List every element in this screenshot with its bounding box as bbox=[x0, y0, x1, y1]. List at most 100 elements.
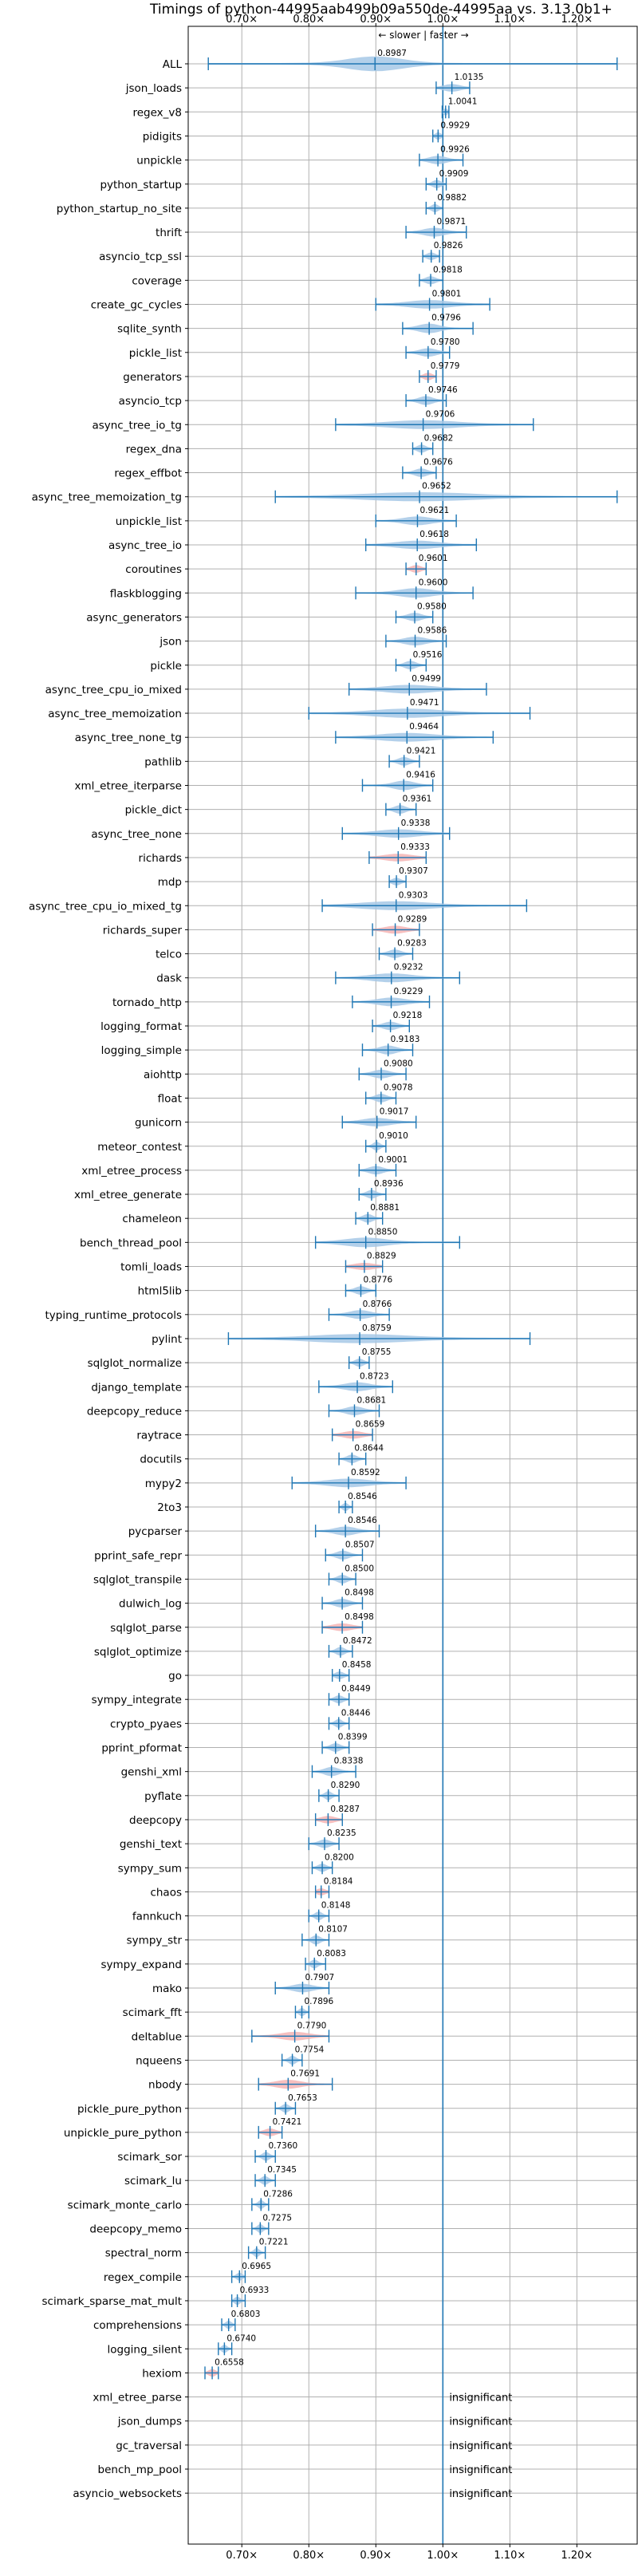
value-label: 0.9796 bbox=[431, 314, 461, 323]
benchmark-label: flaskblogging bbox=[110, 587, 182, 600]
value-label: 0.9909 bbox=[439, 169, 469, 179]
value-label: 0.8083 bbox=[317, 1949, 346, 1959]
value-label: 0.8592 bbox=[351, 1468, 380, 1477]
benchmark-label: logging_silent bbox=[108, 2343, 182, 2356]
value-label: 0.9464 bbox=[409, 722, 439, 732]
value-label: 0.9580 bbox=[417, 602, 447, 611]
value-label: 0.9652 bbox=[422, 482, 451, 491]
benchmark-label: json bbox=[159, 636, 182, 649]
benchmark-label: spectral_norm bbox=[105, 2247, 182, 2260]
benchmark-label: chaos bbox=[150, 1886, 182, 1899]
benchmark-label: richards bbox=[139, 852, 182, 865]
tick-layer: 0.70× 0.70× 0.80× 0.80× 0.90× 0.90× 1.00× 1.00×… bbox=[185, 14, 593, 2562]
value-label: 1.0135 bbox=[455, 73, 484, 82]
benchmark-label: sympy_str bbox=[127, 1935, 183, 1947]
benchmark-label: regex_v8 bbox=[132, 106, 182, 119]
benchmark-label: dask bbox=[156, 972, 182, 985]
value-label: 0.8498 bbox=[345, 1612, 374, 1622]
benchmark-label: async_tree_memoization_tg bbox=[32, 491, 182, 504]
x-tick-label-bottom: 1.00× bbox=[427, 2550, 459, 2562]
benchmark-label: bench_thread_pool bbox=[80, 1237, 182, 1249]
benchmark-label: deepcopy_memo bbox=[89, 2223, 182, 2236]
value-label: 0.9001 bbox=[378, 1155, 408, 1165]
insignificant-label: insignificant bbox=[449, 2393, 512, 2404]
value-label: 0.9826 bbox=[434, 241, 463, 250]
x-tick-label-top: 1.00× bbox=[427, 14, 459, 26]
x-tick-label-bottom: 1.10× bbox=[494, 2550, 526, 2562]
benchmark-label: raytrace bbox=[136, 1430, 182, 1442]
benchmark-label: asyncio_tcp_ssl bbox=[99, 250, 182, 263]
benchmark-label: sqlglot_optimize bbox=[94, 1646, 182, 1659]
benchmark-label: async_tree_memoization bbox=[48, 708, 182, 720]
value-label: 0.8644 bbox=[354, 1444, 384, 1454]
benchmark-label: nbody bbox=[148, 2079, 182, 2092]
value-label: 0.9499 bbox=[412, 674, 441, 684]
benchmark-label: bench_mp_pool bbox=[98, 2464, 182, 2476]
benchmark-label: ALL bbox=[163, 58, 183, 71]
value-label: 0.9017 bbox=[380, 1107, 409, 1117]
benchmark-label: create_gc_cycles bbox=[91, 299, 182, 312]
value-label: 0.9307 bbox=[399, 866, 428, 876]
value-label: 0.8107 bbox=[318, 1925, 348, 1935]
benchmark-label: xml_etree_iterparse bbox=[75, 780, 183, 793]
benchmark-label: 2to3 bbox=[157, 1501, 182, 1514]
benchmark-label: deltablue bbox=[132, 2030, 182, 2043]
value-label: 0.8498 bbox=[345, 1588, 374, 1598]
value-label: 0.9676 bbox=[423, 458, 453, 467]
benchmark-label: pylint bbox=[152, 1333, 182, 1346]
insignificant-label: insignificant bbox=[449, 2488, 512, 2500]
chart-subtitle: ← slower | faster → bbox=[378, 30, 468, 41]
benchmark-label: asyncio_tcp bbox=[119, 395, 182, 408]
benchmark-label: regex_effbot bbox=[114, 467, 182, 480]
benchmark-label: pickle_dict bbox=[125, 804, 182, 817]
benchmark-label: chameleon bbox=[122, 1213, 182, 1225]
benchmark-label: unpickle_list bbox=[116, 515, 182, 528]
value-label: 0.8936 bbox=[374, 1179, 404, 1189]
benchmark-label: pickle_pure_python bbox=[77, 2103, 182, 2116]
value-label: 0.9818 bbox=[433, 265, 463, 274]
value-label: 0.9416 bbox=[406, 771, 435, 780]
insignificant-label: insignificant bbox=[449, 2464, 512, 2476]
value-label: 0.9078 bbox=[384, 1083, 413, 1092]
value-label: 0.9779 bbox=[431, 361, 460, 371]
value-label: 0.7421 bbox=[273, 2117, 302, 2127]
benchmark-label: genshi_xml bbox=[121, 1766, 182, 1779]
value-label: 0.9871 bbox=[436, 217, 466, 227]
benchmark-label: scimark_lu bbox=[124, 2175, 182, 2187]
benchmark-label: pidigits bbox=[143, 130, 182, 143]
benchmark-label: scimark_fft bbox=[123, 2006, 182, 2019]
x-tick-label-top: 0.80× bbox=[293, 14, 325, 26]
benchmark-label: tomli_loads bbox=[120, 1261, 182, 1274]
benchmark-label: scimark_monte_carlo bbox=[68, 2199, 182, 2211]
value-label: 0.8723 bbox=[360, 1371, 389, 1381]
benchmark-label: python_startup_no_site bbox=[57, 203, 182, 215]
benchmark-label: async_tree_io bbox=[108, 539, 182, 552]
value-label: 0.7275 bbox=[262, 2214, 292, 2223]
benchmark-label: async_tree_io_tg bbox=[92, 419, 182, 432]
value-label: 0.8881 bbox=[370, 1203, 400, 1213]
value-label: 0.7754 bbox=[295, 2045, 325, 2054]
chart-title: Timings of python-44995aab499b09a550de-4… bbox=[149, 2, 612, 18]
benchmark-label: deepcopy_reduce bbox=[87, 1405, 182, 1418]
benchmark-label: sqlglot_parse bbox=[110, 1622, 182, 1635]
value-label: 0.8148 bbox=[321, 1901, 351, 1911]
benchmark-label: richards_super bbox=[103, 924, 183, 937]
benchmark-label: float bbox=[158, 1092, 182, 1105]
benchmark-label: meteor_contest bbox=[97, 1141, 182, 1154]
benchmark-label: hexiom bbox=[142, 2367, 182, 2380]
benchmark-label: tornado_http bbox=[112, 996, 182, 1009]
benchmark-label: sympy_expand bbox=[100, 1959, 182, 1971]
value-label: 0.8850 bbox=[368, 1227, 398, 1237]
benchmark-label: mako bbox=[152, 1982, 182, 1995]
value-label: 0.9303 bbox=[399, 890, 428, 900]
value-label: 0.9601 bbox=[419, 554, 448, 563]
benchmark-label: regex_compile bbox=[104, 2271, 182, 2284]
x-tick-label-top: 0.90× bbox=[360, 14, 392, 26]
benchmark-label: coroutines bbox=[125, 563, 182, 576]
value-label: 0.8755 bbox=[362, 1347, 392, 1357]
benchmark-label: async_tree_none bbox=[91, 828, 182, 841]
value-label: 0.9289 bbox=[398, 914, 427, 924]
benchmark-label: typing_runtime_protocols bbox=[45, 1309, 183, 1322]
benchmark-label: pprint_pformat bbox=[101, 1742, 182, 1755]
value-label: 1.0041 bbox=[448, 97, 478, 106]
